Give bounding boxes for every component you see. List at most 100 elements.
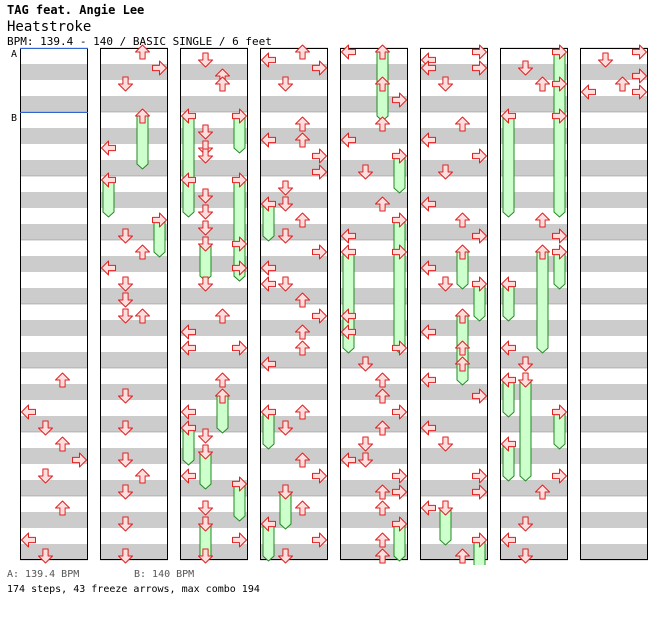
beat-stripe <box>180 416 248 432</box>
beat-stripe <box>100 192 168 208</box>
beat-stripe <box>180 480 248 496</box>
arrow-up <box>295 212 310 228</box>
beat-stripe <box>100 96 168 112</box>
arrow-left <box>421 196 436 212</box>
arrow-up <box>375 548 390 564</box>
beat-stripe <box>260 544 328 560</box>
beat-stripe <box>500 544 568 560</box>
beat-stripe <box>580 160 648 176</box>
column-border <box>100 48 168 560</box>
arrow-down <box>38 420 53 436</box>
arrow-right <box>552 404 567 420</box>
beat-stripe <box>20 480 88 496</box>
arrow-left <box>341 132 356 148</box>
beat-stripe <box>260 224 328 240</box>
arrow-down <box>198 220 213 236</box>
arrow-left <box>341 44 356 60</box>
arrow-left <box>421 420 436 436</box>
arrow-left <box>181 324 196 340</box>
beat-stripe <box>420 288 488 304</box>
arrow-up <box>375 116 390 132</box>
arrow-up <box>375 420 390 436</box>
beat-stripe <box>500 288 568 304</box>
arrow-left <box>421 132 436 148</box>
arrow-left <box>341 228 356 244</box>
arrow-up <box>215 308 230 324</box>
beat-stripe <box>100 320 168 336</box>
arrow-left <box>181 420 196 436</box>
beat-stripe <box>20 288 88 304</box>
arrow-down <box>518 60 533 76</box>
arrow-down <box>198 124 213 140</box>
arrow-right <box>552 468 567 484</box>
beat-stripe <box>20 352 88 368</box>
beat-stripe <box>340 224 408 240</box>
beat-stripe <box>420 320 488 336</box>
beat-stripe <box>100 288 168 304</box>
beat-stripe <box>260 512 328 528</box>
column-border <box>500 48 568 560</box>
arrow-left <box>421 500 436 516</box>
arrow-up <box>295 340 310 356</box>
arrow-up <box>375 44 390 60</box>
arrow-up <box>375 484 390 500</box>
arrow-down <box>118 76 133 92</box>
arrow-right <box>472 148 487 164</box>
arrow-up <box>535 76 550 92</box>
arrow-down <box>358 436 373 452</box>
arrow-right <box>552 244 567 260</box>
arrow-left <box>101 140 116 156</box>
arrow-up <box>455 212 470 228</box>
arrow-down <box>198 516 213 532</box>
arrow-down <box>278 76 293 92</box>
arrow-up <box>215 388 230 404</box>
arrow-up <box>375 532 390 548</box>
beat-stripe <box>260 96 328 112</box>
beat-stripe <box>100 384 168 400</box>
beat-stripe <box>420 256 488 272</box>
beat-stripe <box>420 384 488 400</box>
arrow-down <box>198 236 213 252</box>
arrow-down <box>278 548 293 564</box>
beat-stripe <box>260 288 328 304</box>
arrow-down <box>278 276 293 292</box>
beat-stripe <box>180 288 248 304</box>
beat-stripe <box>260 384 328 400</box>
beat-stripe <box>500 448 568 464</box>
arrow-right <box>472 484 487 500</box>
arrow-down <box>438 500 453 516</box>
arrow-right <box>232 236 247 252</box>
beat-stripe <box>340 192 408 208</box>
arrow-down <box>438 76 453 92</box>
arrow-down <box>198 428 213 444</box>
beat-stripe <box>420 416 488 432</box>
beat-stripe <box>580 192 648 208</box>
arrow-down <box>438 276 453 292</box>
beat-stripe <box>260 480 328 496</box>
arrow-up <box>455 308 470 324</box>
arrow-down <box>198 204 213 220</box>
arrow-left <box>501 532 516 548</box>
arrow-right <box>392 404 407 420</box>
arrow-up <box>215 372 230 388</box>
arrow-left <box>181 404 196 420</box>
arrow-down <box>118 308 133 324</box>
arrow-left <box>181 108 196 124</box>
beat-stripe <box>420 96 488 112</box>
arrow-up <box>455 116 470 132</box>
arrow-right <box>312 532 327 548</box>
beat-stripe <box>20 512 88 528</box>
beat-stripe <box>580 224 648 240</box>
arrow-left <box>581 84 596 100</box>
arrow-right <box>552 108 567 124</box>
beat-stripe <box>340 320 408 336</box>
beat-stripe <box>340 288 408 304</box>
beat-stripe <box>340 480 408 496</box>
arrow-down <box>38 548 53 564</box>
beat-stripe <box>420 544 488 560</box>
beat-stripe <box>20 96 88 112</box>
arrow-left <box>261 276 276 292</box>
arrow-left <box>261 404 276 420</box>
arrow-down <box>198 548 213 564</box>
arrow-down <box>438 436 453 452</box>
